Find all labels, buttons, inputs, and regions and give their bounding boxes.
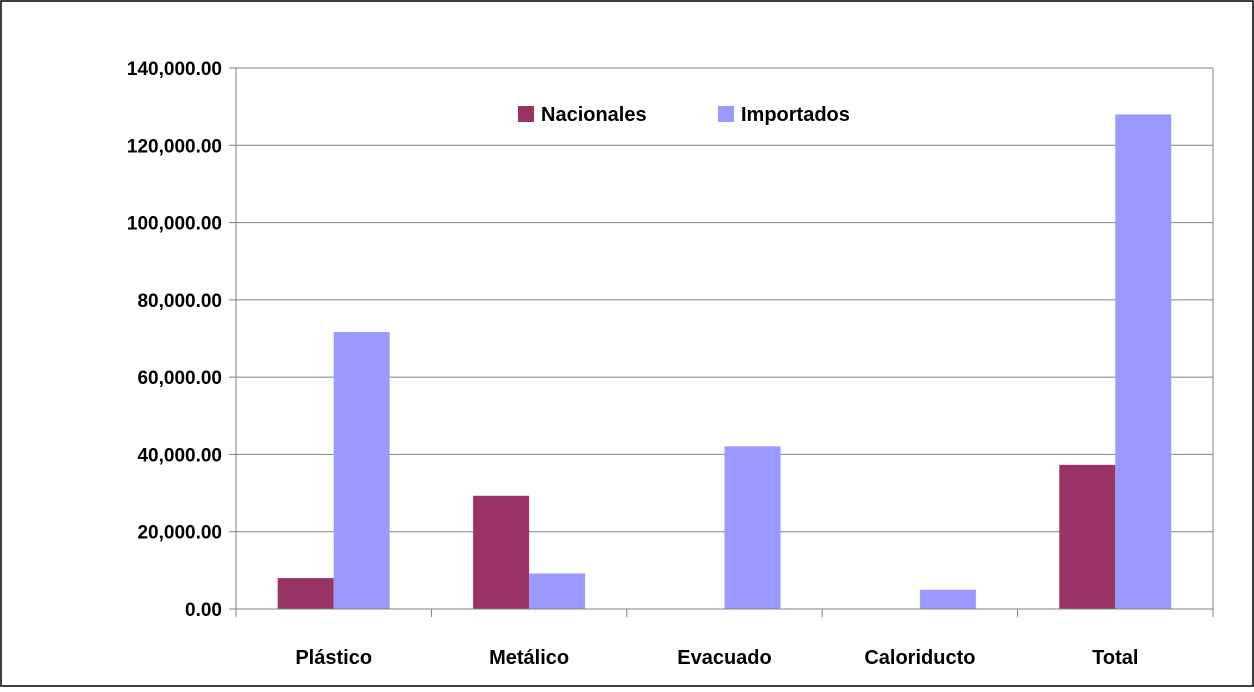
y-tick-label-4: 80,000.00 [137, 291, 222, 312]
bar-nacionales-4 [1059, 464, 1116, 609]
y-tick-label-0: 0.00 [185, 600, 222, 621]
legend-label-importados: Importados [741, 104, 850, 126]
bar-importados-4 [1115, 114, 1172, 609]
x-tick-label-2: Evacuado [677, 647, 771, 669]
y-tick-label-2: 40,000.00 [137, 445, 222, 466]
y-tick-label-7: 140,000.00 [127, 59, 222, 80]
y-tick-label-6: 120,000.00 [127, 136, 222, 157]
bar-nacionales-0 [277, 578, 334, 609]
y-tick-labels: 0.00 20,000.00 40,000.00 60,000.00 80,000.00… [127, 59, 222, 621]
bars [277, 114, 1172, 609]
legend: Nacionales Importados [518, 104, 850, 126]
x-tick-label-3: Caloriducto [864, 647, 975, 669]
legend-label-nacionales: Nacionales [541, 104, 647, 126]
bar-nacionales-1 [473, 495, 530, 609]
y-tick-label-5: 100,000.00 [127, 214, 222, 235]
legend-swatch-nacionales [518, 106, 534, 122]
legend-swatch-importados [718, 106, 734, 122]
y-tick-label-3: 60,000.00 [137, 368, 222, 389]
x-tick-label-4: Total [1092, 647, 1138, 669]
axes [229, 67, 1214, 617]
x-tick-labels: Plástico Metálico Evacuado Caloriducto Total [295, 647, 1138, 669]
bar-importados-0 [333, 331, 390, 609]
x-tick-label-1: Metálico [489, 647, 569, 669]
y-tick-label-1: 20,000.00 [137, 523, 222, 544]
bar-importados-3 [919, 589, 976, 609]
bar-importados-1 [529, 573, 586, 609]
bar-importados-2 [724, 446, 781, 609]
x-tick-label-0: Plástico [295, 647, 372, 669]
